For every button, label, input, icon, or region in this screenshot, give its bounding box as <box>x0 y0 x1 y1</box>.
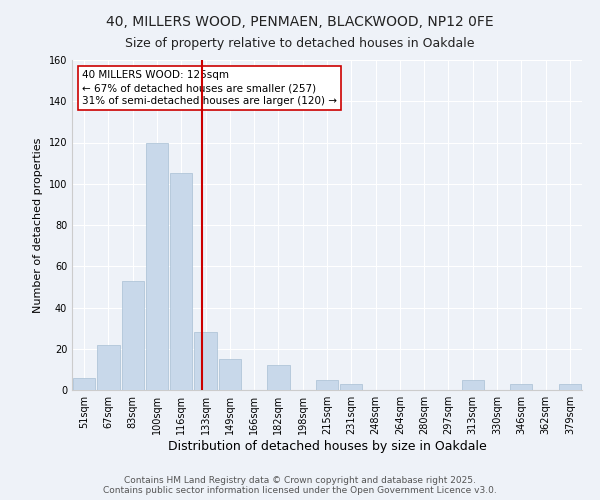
Text: 40, MILLERS WOOD, PENMAEN, BLACKWOOD, NP12 0FE: 40, MILLERS WOOD, PENMAEN, BLACKWOOD, NP… <box>106 15 494 29</box>
Bar <box>194 332 217 390</box>
Text: 40 MILLERS WOOD: 125sqm
← 67% of detached houses are smaller (257)
31% of semi-d: 40 MILLERS WOOD: 125sqm ← 67% of detache… <box>82 70 337 106</box>
Bar <box>461 380 484 390</box>
Bar <box>73 378 95 390</box>
Bar <box>170 174 193 390</box>
Bar <box>97 344 119 390</box>
Bar <box>122 280 144 390</box>
Bar <box>340 384 362 390</box>
X-axis label: Distribution of detached houses by size in Oakdale: Distribution of detached houses by size … <box>167 440 487 453</box>
Text: Size of property relative to detached houses in Oakdale: Size of property relative to detached ho… <box>125 38 475 51</box>
Bar <box>146 142 168 390</box>
Bar <box>316 380 338 390</box>
Bar <box>267 365 290 390</box>
Text: Contains HM Land Registry data © Crown copyright and database right 2025.
Contai: Contains HM Land Registry data © Crown c… <box>103 476 497 495</box>
Bar <box>218 359 241 390</box>
Bar <box>510 384 532 390</box>
Bar <box>559 384 581 390</box>
Y-axis label: Number of detached properties: Number of detached properties <box>33 138 43 312</box>
